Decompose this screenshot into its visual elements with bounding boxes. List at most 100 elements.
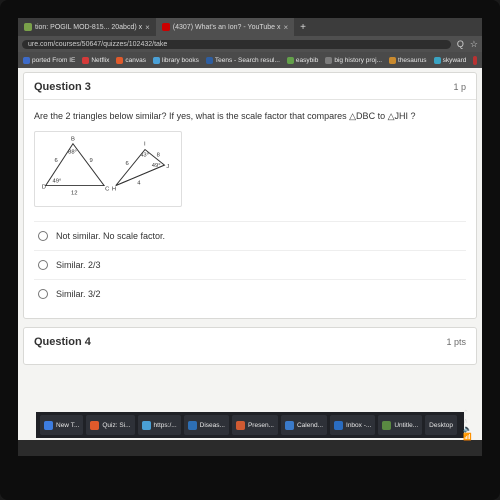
- vertex-i: I: [144, 141, 146, 147]
- bookmark-item[interactable]: canvas: [116, 57, 146, 64]
- option-row[interactable]: Not similar. No scale factor.: [34, 222, 466, 251]
- taskbar-app-icon: [188, 421, 197, 430]
- tab-favicon: [162, 23, 170, 31]
- taskbar-button[interactable]: Inbox -...: [330, 415, 375, 435]
- bookmark-favicon: [116, 57, 123, 64]
- option-label: Not similar. No scale factor.: [56, 231, 165, 241]
- taskbar-app-icon: [285, 421, 294, 430]
- option-label: Similar. 2/3: [56, 260, 101, 270]
- taskbar-button[interactable]: https:/...: [138, 415, 181, 435]
- taskbar-button[interactable]: Quiz: Si...: [86, 415, 134, 435]
- option-row[interactable]: Similar. 3/2: [34, 280, 466, 308]
- tab-title: tion: POGIL MOD-815... 20abcd) x: [35, 24, 142, 31]
- question-prompt: Are the 2 triangles below similar? If ye…: [34, 110, 466, 123]
- taskbar-label: Quiz: Si...: [102, 422, 130, 429]
- angle-j: 49°: [152, 163, 161, 169]
- taskbar-button[interactable]: Diseas...: [184, 415, 229, 435]
- browser-tab-strip: tion: POGIL MOD-815... 20abcd) x × (4307…: [18, 18, 482, 36]
- extension-icon[interactable]: [473, 56, 477, 65]
- bookmark-label: canvas: [125, 57, 146, 64]
- side-ij: 8: [157, 152, 160, 158]
- angle-d: 49°: [53, 178, 62, 184]
- side-dc: 12: [71, 190, 77, 196]
- browser-tab[interactable]: tion: POGIL MOD-815... 20abcd) x ×: [18, 18, 156, 36]
- taskbar-label: Presen...: [248, 422, 274, 429]
- windows-taskbar: New T... Quiz: Si... https:/... Diseas... Pr…: [36, 412, 464, 438]
- bookmark-item[interactable]: easybib: [287, 57, 318, 64]
- taskbar-label: https:/...: [154, 422, 177, 429]
- bookmark-label: Netflix: [91, 57, 109, 64]
- bookmark-label: skyward: [443, 57, 467, 64]
- taskbar-label: Untitle...: [394, 422, 418, 429]
- question-points: 1 pts: [446, 337, 466, 347]
- question-header: Question 4 1 pts: [34, 336, 466, 348]
- taskbar-label: Calend...: [297, 422, 323, 429]
- option-radio[interactable]: [38, 231, 48, 241]
- bookmark-label: thesaurus: [398, 57, 427, 64]
- taskbar-button[interactable]: Presen...: [232, 415, 278, 435]
- angle-i: 43°: [140, 152, 149, 158]
- option-radio[interactable]: [38, 260, 48, 270]
- vertex-d: D: [42, 184, 46, 190]
- vertex-c: C: [105, 186, 109, 192]
- close-icon[interactable]: ×: [145, 23, 150, 32]
- bookmark-item[interactable]: skyward: [434, 57, 467, 64]
- question-title: Question 3: [34, 81, 91, 93]
- option-label: Similar. 3/2: [56, 289, 101, 299]
- bookmarks-bar: ported From IE Netflix canvas library books…: [18, 52, 482, 68]
- url-input[interactable]: ure.com/courses/50647/quizzes/102432/tak…: [22, 40, 451, 49]
- taskbar-app-icon: [90, 421, 99, 430]
- bookmark-favicon: [153, 57, 160, 64]
- bookmark-label: Teens - Search resul...: [215, 57, 280, 64]
- question-card-3: Question 3 1 p Are the 2 triangles below…: [23, 72, 477, 319]
- new-tab-button[interactable]: +: [294, 22, 312, 33]
- bookmark-item[interactable]: big history proj...: [325, 57, 382, 64]
- taskbar-button[interactable]: Untitle...: [378, 415, 422, 435]
- vertex-b: B: [71, 136, 75, 142]
- answer-options: Not similar. No scale factor. Similar. 2…: [34, 221, 466, 308]
- bookmark-item[interactable]: library books: [153, 57, 199, 64]
- system-tray[interactable]: ⌃ ∧ 🔈 📶: [459, 409, 476, 441]
- question-title: Question 4: [34, 336, 91, 348]
- taskbar-label: Diseas...: [200, 422, 225, 429]
- angle-b: 88°: [68, 149, 77, 155]
- vertex-h: H: [112, 186, 116, 192]
- side-bc: 9: [90, 158, 93, 164]
- option-radio[interactable]: [38, 289, 48, 299]
- divider: [24, 99, 476, 100]
- taskbar-app-icon: [334, 421, 343, 430]
- bookmark-item[interactable]: thesaurus: [389, 57, 427, 64]
- close-icon[interactable]: ×: [284, 23, 289, 32]
- tab-favicon: [24, 23, 32, 31]
- side-hi: 6: [126, 161, 129, 167]
- address-bar: ure.com/courses/50647/quizzes/102432/tak…: [18, 36, 482, 52]
- taskbar-app-icon: [142, 421, 151, 430]
- bookmark-favicon: [434, 57, 441, 64]
- browser-tab[interactable]: (4307) What's an Ion? - YouTube x ×: [156, 18, 294, 36]
- search-icon[interactable]: Q: [457, 39, 464, 49]
- bookmark-label: big history proj...: [334, 57, 382, 64]
- bookmark-item[interactable]: ported From IE: [23, 57, 75, 64]
- taskbar-button[interactable]: Calend...: [281, 415, 327, 435]
- question-card-4: Question 4 1 pts: [23, 327, 477, 365]
- screen: tion: POGIL MOD-815... 20abcd) x × (4307…: [18, 18, 482, 456]
- triangles-figure: D B C 6 9 12 49° 88° H I J 6 8 4: [34, 131, 182, 207]
- taskbar-label: Inbox -...: [346, 422, 371, 429]
- vertex-j: J: [166, 164, 169, 170]
- tab-title: (4307) What's an Ion? - YouTube x: [173, 24, 281, 31]
- side-hj: 4: [137, 180, 141, 186]
- desktop-button[interactable]: Desktop: [425, 415, 457, 435]
- bookmark-favicon: [82, 57, 89, 64]
- taskbar-app-icon: [382, 421, 391, 430]
- bookmark-item[interactable]: Teens - Search resul...: [206, 57, 280, 64]
- taskbar-label: New T...: [56, 422, 79, 429]
- bookmark-favicon: [287, 57, 294, 64]
- taskbar-button[interactable]: New T...: [40, 415, 83, 435]
- taskbar-app-icon: [44, 421, 53, 430]
- question-points: 1 p: [453, 82, 466, 92]
- bookmark-favicon: [325, 57, 332, 64]
- bookmark-favicon: [206, 57, 213, 64]
- star-icon[interactable]: ☆: [470, 39, 478, 50]
- bookmark-item[interactable]: Netflix: [82, 57, 109, 64]
- option-row[interactable]: Similar. 2/3: [34, 251, 466, 280]
